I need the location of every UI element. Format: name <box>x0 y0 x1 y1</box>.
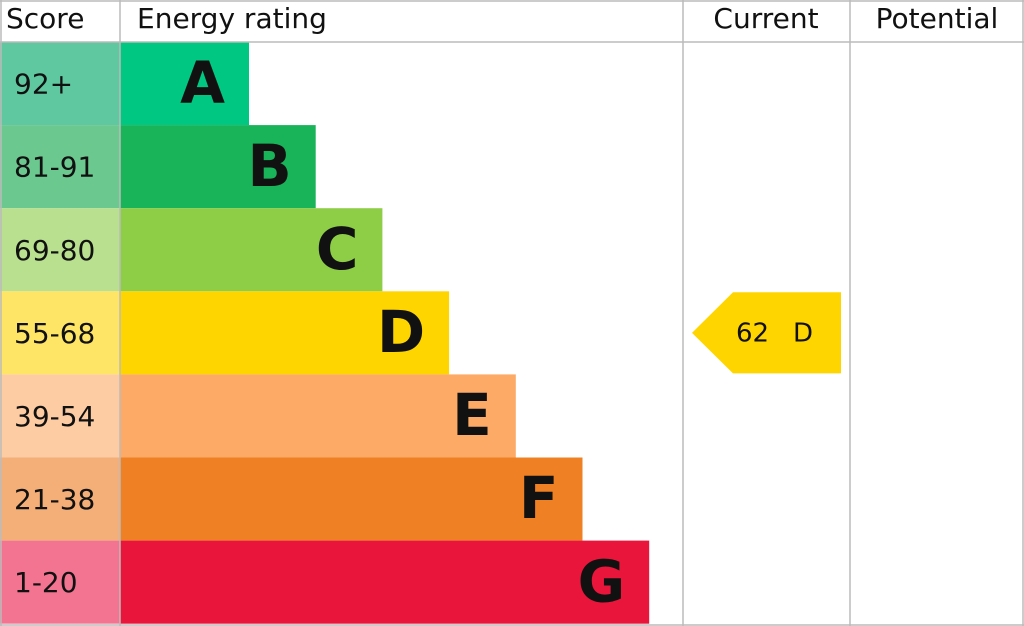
score-range: 55-68 <box>14 317 95 350</box>
header-potential: Potential <box>876 2 999 35</box>
rating-bar <box>120 125 316 209</box>
current-score: 62 <box>736 318 769 348</box>
score-range: 1-20 <box>14 566 78 599</box>
score-cell <box>0 42 120 126</box>
rating-bar <box>120 42 249 126</box>
score-cell <box>0 291 120 375</box>
score-range: 92+ <box>14 68 73 101</box>
current-arrow <box>692 292 841 374</box>
rating-letter: E <box>452 381 492 449</box>
score-cell <box>0 540 120 624</box>
rating-letter: G <box>578 547 626 615</box>
header-current: Current <box>713 2 818 35</box>
score-range: 81-91 <box>14 151 95 184</box>
rating-letter: F <box>519 464 559 532</box>
score-cell <box>0 125 120 209</box>
score-cell <box>0 208 120 292</box>
rating-letter: A <box>180 49 225 117</box>
rating-letter: B <box>247 132 291 200</box>
current-rating: D <box>793 318 813 348</box>
rating-letter: D <box>377 298 425 366</box>
score-range: 21-38 <box>14 483 95 516</box>
header-rating: Energy rating <box>137 2 327 35</box>
rating-bar <box>120 457 583 541</box>
rating-bar <box>120 374 516 458</box>
header-score: Score <box>6 2 84 35</box>
score-range: 69-80 <box>14 234 95 267</box>
score-cell <box>0 457 120 541</box>
score-cell <box>0 374 120 458</box>
rating-bar <box>120 540 650 624</box>
rating-bar <box>120 208 383 292</box>
score-range: 39-54 <box>14 400 95 433</box>
rating-letter: C <box>316 215 359 283</box>
rating-bar <box>120 291 450 375</box>
